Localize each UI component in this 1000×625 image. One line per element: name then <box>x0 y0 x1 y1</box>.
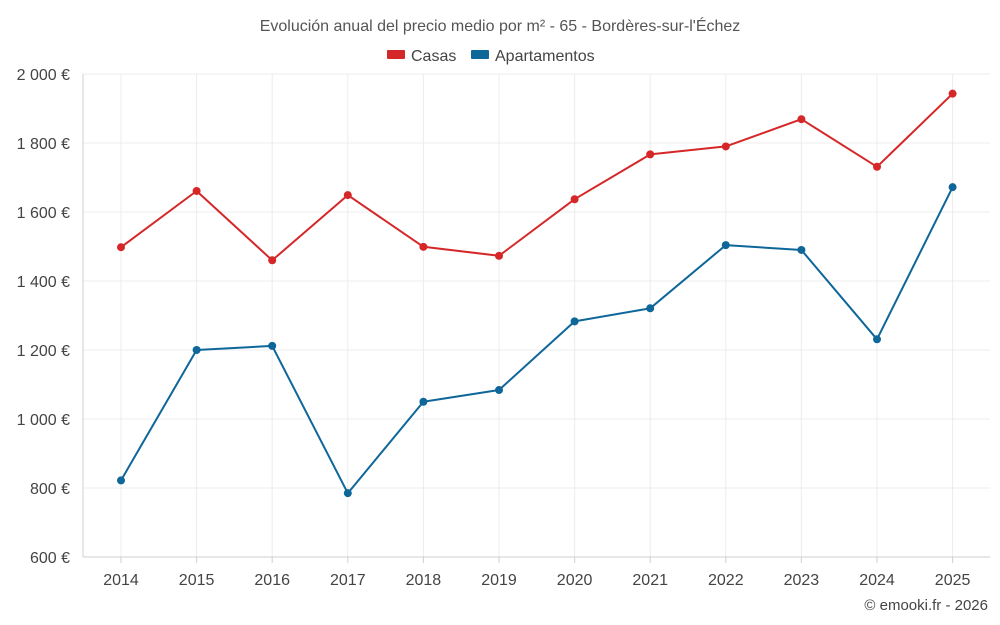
data-point-apartamentos[interactable] <box>721 241 730 250</box>
x-tick-label: 2014 <box>103 572 139 589</box>
legend: Casas Apartamentos <box>387 48 595 65</box>
data-point-apartamentos[interactable] <box>343 489 352 498</box>
x-tick-label: 2024 <box>859 572 895 589</box>
x-tick-label: 2020 <box>557 572 593 589</box>
x-tick-label: 2017 <box>330 572 366 589</box>
y-tick-label: 1 600 € <box>17 205 70 222</box>
y-tick-label: 800 € <box>30 481 70 498</box>
x-tick-label: 2023 <box>784 572 820 589</box>
data-point-casas[interactable] <box>646 150 655 159</box>
series-layer <box>117 89 957 498</box>
data-point-casas[interactable] <box>873 162 881 171</box>
data-point-apartamentos[interactable] <box>646 304 655 313</box>
series-line-apartamentos[interactable] <box>120 186 954 495</box>
x-tick-label: 2021 <box>632 572 668 589</box>
y-tick-label: 1 200 € <box>17 343 70 360</box>
legend-swatch-casas[interactable] <box>387 50 405 59</box>
chart-title: Evolución anual del precio medio por m² … <box>260 16 741 35</box>
x-tick-label: 2018 <box>406 572 442 589</box>
data-point-casas[interactable] <box>797 115 806 124</box>
data-point-casas[interactable] <box>343 191 352 200</box>
y-axis: 600 € 800 € 1 000 € 1 200 € 1 400 € 1 600 € 1 … <box>17 67 84 567</box>
x-tick-label: 2015 <box>179 572 215 589</box>
data-point-casas[interactable] <box>419 242 428 251</box>
legend-label-apartamentos[interactable]: Apartamentos <box>495 48 595 65</box>
data-point-apartamentos[interactable] <box>948 183 957 192</box>
data-point-apartamentos[interactable] <box>570 317 579 326</box>
x-tick-label: 2022 <box>708 572 744 589</box>
x-tick-label: 2025 <box>935 572 971 589</box>
data-point-casas[interactable] <box>117 243 125 252</box>
y-tick-label: 600 € <box>30 550 70 567</box>
data-point-apartamentos[interactable] <box>873 335 881 344</box>
credit-text: © emooki.fr - 2026 <box>864 597 988 614</box>
data-point-apartamentos[interactable] <box>797 245 806 254</box>
data-point-casas[interactable] <box>268 256 277 265</box>
data-point-apartamentos[interactable] <box>495 386 503 395</box>
data-point-apartamentos[interactable] <box>268 341 277 350</box>
y-tick-label: 1 800 € <box>17 136 70 153</box>
data-point-apartamentos[interactable] <box>192 346 201 354</box>
legend-swatch-apartamentos[interactable] <box>471 50 489 59</box>
y-tick-label: 1 000 € <box>17 412 70 429</box>
y-tick-label: 1 400 € <box>17 274 70 291</box>
x-tick-label: 2019 <box>481 572 517 589</box>
y-tick-label: 2 000 € <box>17 67 70 84</box>
data-point-casas[interactable] <box>570 195 579 204</box>
data-point-apartamentos[interactable] <box>117 476 125 485</box>
data-point-casas[interactable] <box>948 89 957 98</box>
data-point-casas[interactable] <box>192 186 201 195</box>
legend-label-casas[interactable]: Casas <box>411 48 456 65</box>
data-point-apartamentos[interactable] <box>419 397 428 406</box>
series-line-casas[interactable] <box>120 92 954 262</box>
grid <box>83 73 990 557</box>
data-point-casas[interactable] <box>495 251 503 260</box>
x-tick-label: 2016 <box>254 572 290 589</box>
x-axis: 2014 2015 2016 2017 2018 2019 2020 2021 2022 2023… <box>83 556 990 589</box>
data-point-casas[interactable] <box>721 142 730 151</box>
